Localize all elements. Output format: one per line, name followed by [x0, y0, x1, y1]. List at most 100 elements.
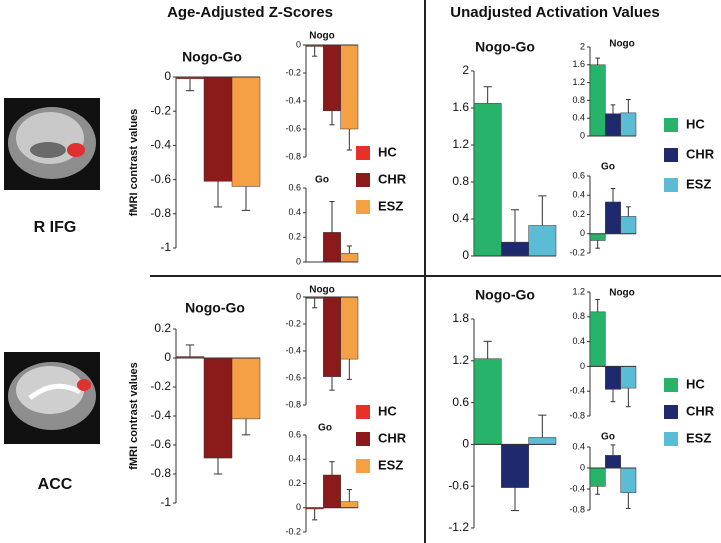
y-tick-label: 0.2: [288, 478, 301, 488]
y-tick-label: -0.6: [285, 372, 301, 382]
legend-swatch: [356, 200, 370, 214]
error-bar: [241, 186, 251, 211]
y-tick-label: 0.4: [288, 207, 301, 217]
y-axis-label: fMRI contrast values: [128, 362, 140, 470]
error-bar: [213, 458, 223, 475]
bar: [203, 76, 233, 182]
error-bar: [510, 487, 520, 512]
y-tick-label: -0.2: [285, 526, 301, 536]
bar: [589, 467, 606, 487]
y-tick-label: 0.6: [288, 182, 301, 192]
legend-swatch: [664, 405, 678, 419]
chart-title: Nogo-Go: [185, 300, 245, 316]
legend-swatch: [356, 459, 370, 473]
y-tick-label: -0.4: [285, 95, 301, 105]
legend-swatch: [356, 173, 370, 187]
error-bar: [595, 57, 600, 65]
chart-title: Nogo: [609, 39, 635, 50]
bar: [589, 64, 606, 137]
legend-label: ESZ: [378, 457, 403, 472]
bar: [620, 216, 637, 235]
bar: [528, 225, 557, 257]
chart-title: Nogo-Go: [182, 49, 242, 65]
chart-title: Nogo-Go: [475, 39, 535, 55]
y-tick-label: -1: [160, 240, 171, 254]
y-tick-label: -0.8: [285, 399, 301, 409]
y-tick-label: -0.2: [569, 247, 585, 257]
error-bar: [329, 201, 335, 233]
y-tick-label: 0: [580, 361, 585, 371]
bar: [231, 76, 261, 187]
bar: [501, 241, 529, 257]
y-tick-label: 0: [462, 248, 469, 262]
y-tick-label: -0.6: [285, 123, 301, 133]
y-tick-label: 0: [580, 130, 585, 140]
y-tick-label: 1.6: [452, 100, 469, 114]
bar: [620, 112, 637, 137]
error-bar: [610, 389, 616, 403]
y-tick-label: -0.4: [569, 386, 585, 396]
chart-title: Nogo-Go: [475, 287, 535, 303]
y-tick-label: 0.2: [572, 209, 585, 219]
y-tick-label: -0.6: [448, 478, 469, 492]
y-tick-label: -0.4: [150, 408, 171, 422]
error-bar: [626, 206, 631, 217]
y-tick-label: 2: [462, 63, 469, 77]
y-tick-label: -0.2: [150, 379, 171, 393]
legend-swatch: [664, 432, 678, 446]
legend-label: CHR: [378, 171, 407, 186]
legend-label: CHR: [686, 146, 715, 161]
legend-label: HC: [378, 403, 397, 418]
bar: [340, 296, 359, 360]
y-tick-label: 1.2: [452, 353, 469, 367]
legend-label: HC: [686, 116, 705, 131]
y-tick-label: 0: [296, 502, 301, 512]
y-tick-label: 0: [462, 437, 469, 451]
y-tick-label: -0.2: [285, 67, 301, 77]
chart-title: Go: [601, 432, 615, 443]
bar: [473, 103, 502, 257]
y-tick-label: 0.8: [572, 311, 585, 321]
y-tick-label: -0.2: [285, 318, 301, 328]
y-tick-label: 0: [580, 462, 585, 472]
error-bar: [483, 340, 492, 359]
y-tick-label: 0.2: [154, 321, 171, 335]
bar: [231, 357, 261, 420]
error-bar: [185, 344, 195, 357]
y-tick-label: -1.2: [448, 520, 469, 534]
y-tick-label: 1.2: [452, 137, 469, 151]
error-bar: [483, 86, 492, 104]
column-header: Age-Adjusted Z-Scores: [167, 4, 333, 21]
bar: [323, 474, 341, 509]
y-tick-label: 0.4: [288, 454, 301, 464]
brain-image: [4, 352, 100, 444]
y-tick-label: 0.2: [288, 232, 301, 242]
column-header: Unadjusted Activation Values: [450, 4, 660, 21]
error-bar: [595, 240, 600, 249]
legend-label: HC: [378, 144, 397, 159]
error-bar: [510, 209, 520, 243]
region-label: R IFG: [34, 219, 77, 236]
y-tick-label: -0.4: [285, 345, 301, 355]
error-bar: [241, 418, 251, 436]
bar: [323, 296, 341, 377]
chart-title: Nogo: [609, 288, 635, 299]
y-tick-label: -0.8: [285, 151, 301, 161]
y-tick-label: 0.4: [452, 211, 469, 225]
y-tick-label: -0.2: [150, 103, 171, 117]
y-tick-label: 0.4: [572, 113, 585, 123]
y-tick-label: 0.8: [452, 174, 469, 188]
error-bar: [329, 461, 335, 476]
y-tick-label: 0: [164, 69, 171, 83]
legend-swatch: [356, 432, 370, 446]
bar: [340, 253, 359, 263]
chart-title: Nogo: [309, 31, 335, 42]
legend-swatch: [664, 178, 678, 192]
chart-title: Nogo: [309, 285, 335, 296]
chart-title: Go: [601, 162, 615, 173]
legend-swatch: [664, 118, 678, 132]
legend-swatch: [664, 378, 678, 392]
legend-swatch: [664, 148, 678, 162]
y-tick-label: 0: [164, 350, 171, 364]
